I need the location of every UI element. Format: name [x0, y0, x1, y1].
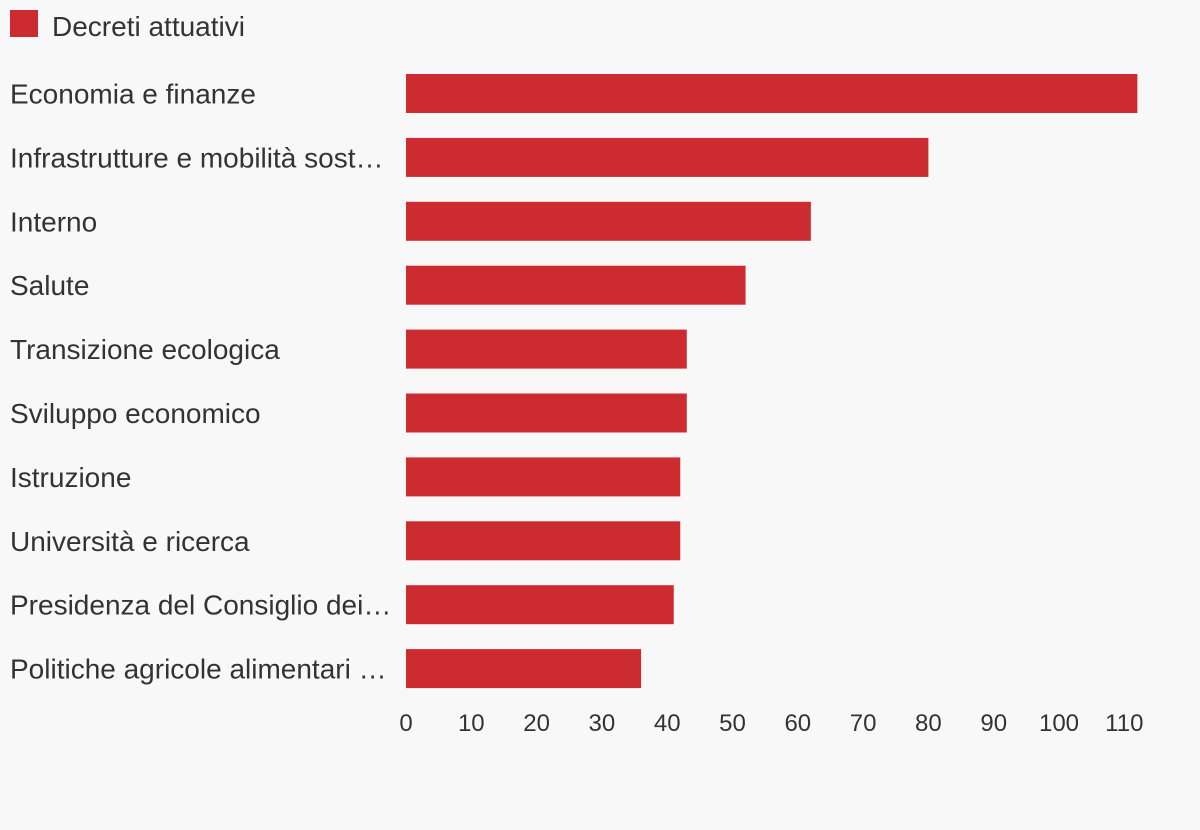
bar: [406, 265, 746, 305]
bar: [406, 457, 681, 497]
category-label: Università e ricerca: [10, 526, 250, 557]
bar: [406, 329, 687, 369]
x-tick-label: 50: [719, 710, 746, 737]
legend-label: Decreti attuativi: [52, 11, 245, 42]
x-tick-label: 100: [1039, 710, 1079, 737]
category-label: Sviluppo economico: [10, 398, 261, 429]
category-label: Infrastrutture e mobilità sost…: [10, 142, 383, 173]
category-label: Transizione ecologica: [10, 334, 280, 365]
bar: [406, 585, 674, 625]
bar: [406, 137, 929, 177]
legend: Decreti attuativi: [10, 10, 245, 42]
bar: [406, 521, 681, 561]
bar: [406, 74, 1138, 113]
bar: [406, 649, 642, 689]
category-label: Presidenza del Consiglio dei…: [10, 590, 391, 621]
bar: [406, 201, 811, 241]
bar: [406, 393, 687, 433]
category-label: Economia e finanze: [10, 79, 256, 110]
x-tick-label: 40: [654, 710, 681, 737]
category-label: Salute: [10, 270, 89, 301]
category-label: Istruzione: [10, 462, 131, 493]
x-tick-label: 90: [980, 710, 1007, 737]
x-tick-label: 30: [589, 710, 616, 737]
x-tick-label: 60: [784, 710, 811, 737]
x-tick-label: 110: [1105, 710, 1143, 737]
x-tick-label: 70: [850, 710, 877, 737]
x-axis-ticks: 0 10 20 30 40 50 60 70 80 90 100 110: [399, 710, 1143, 737]
x-tick-label: 80: [915, 710, 942, 737]
bars: [406, 74, 1138, 689]
category-label: Politiche agricole alimentari …: [10, 654, 387, 685]
category-labels: Economia e finanze Infrastrutture e mobil…: [10, 79, 391, 685]
x-tick-label: 20: [523, 710, 550, 737]
legend-swatch: [10, 10, 38, 37]
category-label: Interno: [10, 206, 97, 237]
x-tick-label: 0: [399, 710, 412, 737]
x-tick-label: 10: [458, 710, 485, 737]
